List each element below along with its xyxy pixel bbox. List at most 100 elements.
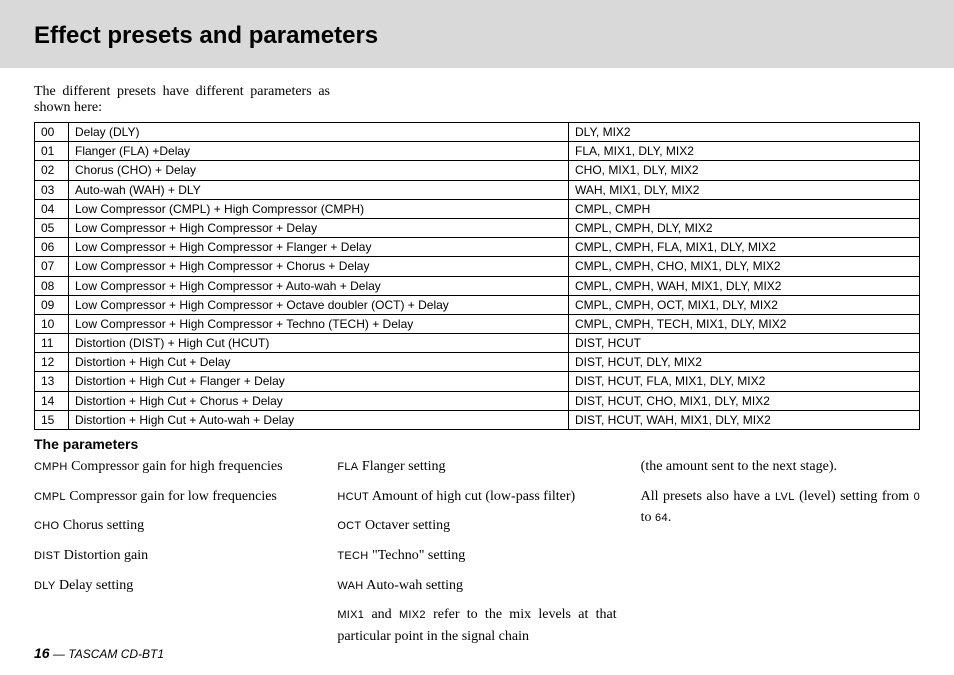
txt-tech: "Techno" setting xyxy=(368,548,465,563)
def-cmpl: CMPL Compressor gain for low frequencies xyxy=(34,486,313,508)
preset-params: DIST, HCUT, DLY, MIX2 xyxy=(569,353,920,372)
preset-description: Distortion + High Cut + Auto-wah + Delay xyxy=(69,410,569,429)
code-mix1: MIX1 xyxy=(337,609,364,621)
preset-description: Distortion + High Cut + Delay xyxy=(69,353,569,372)
preset-params: CMPL, CMPH, DLY, MIX2 xyxy=(569,218,920,237)
table-row: 06Low Compressor + High Compressor + Fla… xyxy=(35,238,920,257)
preset-number: 00 xyxy=(35,123,69,142)
preset-description: Low Compressor + High Compressor + Choru… xyxy=(69,257,569,276)
preset-description: Low Compressor + High Compressor + Octav… xyxy=(69,295,569,314)
table-row: 13Distortion + High Cut + Flanger + Dela… xyxy=(35,372,920,391)
preset-number: 15 xyxy=(35,410,69,429)
preset-number: 07 xyxy=(35,257,69,276)
preset-description: Auto-wah (WAH) + DLY xyxy=(69,180,569,199)
def-fla: FLA Flanger setting xyxy=(337,456,616,478)
preset-description: Distortion (DIST) + High Cut (HCUT) xyxy=(69,334,569,353)
preset-description: Low Compressor + High Compressor + Delay xyxy=(69,218,569,237)
lvl-max: 64 xyxy=(655,512,668,524)
preset-params: DIST, HCUT xyxy=(569,334,920,353)
table-row: 00Delay (DLY)DLY, MIX2 xyxy=(35,123,920,142)
title-band: Effect presets and parameters xyxy=(0,0,954,68)
code-hcut: HCUT xyxy=(337,491,369,503)
preset-number: 01 xyxy=(35,142,69,161)
txt-cho: Chorus setting xyxy=(59,518,144,533)
code-dly: DLY xyxy=(34,580,55,592)
preset-params: DIST, HCUT, CHO, MIX1, DLY, MIX2 xyxy=(569,391,920,410)
code-cmpl: CMPL xyxy=(34,491,66,503)
code-wah: WAH xyxy=(337,580,363,592)
txt-oct: Octaver setting xyxy=(361,518,450,533)
preset-params: CMPL, CMPH, FLA, MIX1, DLY, MIX2 xyxy=(569,238,920,257)
def-sent: (the amount sent to the next stage). xyxy=(641,456,920,478)
table-row: 14Distortion + High Cut + Chorus + Delay… xyxy=(35,391,920,410)
param-col-2: FLA Flanger setting HCUT Amount of high … xyxy=(337,456,616,656)
preset-description: Flanger (FLA) +Delay xyxy=(69,142,569,161)
param-col-1: CMPH Compressor gain for high frequencie… xyxy=(34,456,313,656)
preset-number: 12 xyxy=(35,353,69,372)
txt-cmpl: Compressor gain for low frequencies xyxy=(66,489,277,504)
def-hcut: HCUT Amount of high cut (low-pass filter… xyxy=(337,486,616,508)
preset-params: WAH, MIX1, DLY, MIX2 xyxy=(569,180,920,199)
lvl-mid: (level) setting from xyxy=(795,489,914,504)
code-cho: CHO xyxy=(34,520,59,532)
preset-number: 08 xyxy=(35,276,69,295)
code-oct: OCT xyxy=(337,520,361,532)
txt-hcut: Amount of high cut (low-pass filter) xyxy=(369,489,575,504)
def-cho: CHO Chorus setting xyxy=(34,515,313,537)
code-lvl: LVL xyxy=(775,491,795,503)
parameter-columns: CMPH Compressor gain for high frequencie… xyxy=(0,456,954,656)
preset-description: Low Compressor (CMPL) + High Compressor … xyxy=(69,199,569,218)
txt-mix-and: and xyxy=(364,607,399,622)
preset-params: DIST, HCUT, WAH, MIX1, DLY, MIX2 xyxy=(569,410,920,429)
code-tech: TECH xyxy=(337,550,368,562)
preset-table-wrap: 00Delay (DLY)DLY, MIX201Flanger (FLA) +D… xyxy=(0,122,954,430)
def-oct: OCT Octaver setting xyxy=(337,515,616,537)
preset-params: CMPL, CMPH, OCT, MIX1, DLY, MIX2 xyxy=(569,295,920,314)
preset-number: 06 xyxy=(35,238,69,257)
code-fla: FLA xyxy=(337,461,358,473)
preset-number: 02 xyxy=(35,161,69,180)
preset-params: CMPL, CMPH, TECH, MIX1, DLY, MIX2 xyxy=(569,314,920,333)
lvl-pre: All presets also have a xyxy=(641,489,775,504)
preset-description: Low Compressor + High Compressor + Techn… xyxy=(69,314,569,333)
def-lvl: All presets also have a LVL (level) sett… xyxy=(641,486,920,529)
preset-description: Low Compressor + High Compressor + Auto-… xyxy=(69,276,569,295)
table-row: 10Low Compressor + High Compressor + Tec… xyxy=(35,314,920,333)
table-row: 15Distortion + High Cut + Auto-wah + Del… xyxy=(35,410,920,429)
preset-number: 09 xyxy=(35,295,69,314)
table-row: 02Chorus (CHO) + DelayCHO, MIX1, DLY, MI… xyxy=(35,161,920,180)
table-row: 03Auto-wah (WAH) + DLYWAH, MIX1, DLY, MI… xyxy=(35,180,920,199)
code-mix2: MIX2 xyxy=(399,609,426,621)
preset-description: Low Compressor + High Compressor + Flang… xyxy=(69,238,569,257)
lvl-dot: . xyxy=(668,510,672,525)
preset-params: CMPL, CMPH, CHO, MIX1, DLY, MIX2 xyxy=(569,257,920,276)
txt-dist: Distortion gain xyxy=(60,548,148,563)
preset-params: FLA, MIX1, DLY, MIX2 xyxy=(569,142,920,161)
parameters-heading: The parameters xyxy=(0,430,954,456)
lvl-zero: 0 xyxy=(914,491,920,503)
preset-description: Chorus (CHO) + Delay xyxy=(69,161,569,180)
table-row: 12Distortion + High Cut + DelayDIST, HCU… xyxy=(35,353,920,372)
page-footer: 16 — TASCAM CD-BT1 xyxy=(34,645,164,661)
preset-number: 11 xyxy=(35,334,69,353)
txt-fla: Flanger setting xyxy=(358,459,445,474)
preset-description: Distortion + High Cut + Flanger + Delay xyxy=(69,372,569,391)
def-dly: DLY Delay setting xyxy=(34,575,313,597)
code-cmph: CMPH xyxy=(34,461,68,473)
table-row: 09Low Compressor + High Compressor + Oct… xyxy=(35,295,920,314)
def-tech: TECH "Techno" setting xyxy=(337,545,616,567)
preset-number: 04 xyxy=(35,199,69,218)
param-col-3: (the amount sent to the next stage). All… xyxy=(641,456,920,656)
table-row: 05Low Compressor + High Compressor + Del… xyxy=(35,218,920,237)
txt-cmph: Compressor gain for high frequencies xyxy=(68,459,283,474)
def-mix: MIX1 and MIX2 refer to the mix levels at… xyxy=(337,604,616,647)
preset-params: DIST, HCUT, FLA, MIX1, DLY, MIX2 xyxy=(569,372,920,391)
code-dist: DIST xyxy=(34,550,60,562)
table-row: 11Distortion (DIST) + High Cut (HCUT)DIS… xyxy=(35,334,920,353)
table-row: 01Flanger (FLA) +DelayFLA, MIX1, DLY, MI… xyxy=(35,142,920,161)
intro-text: The different presets have different par… xyxy=(0,68,330,122)
preset-params: CMPL, CMPH, WAH, MIX1, DLY, MIX2 xyxy=(569,276,920,295)
footer-sep: — xyxy=(50,647,69,661)
preset-params: CMPL, CMPH xyxy=(569,199,920,218)
preset-params: CHO, MIX1, DLY, MIX2 xyxy=(569,161,920,180)
